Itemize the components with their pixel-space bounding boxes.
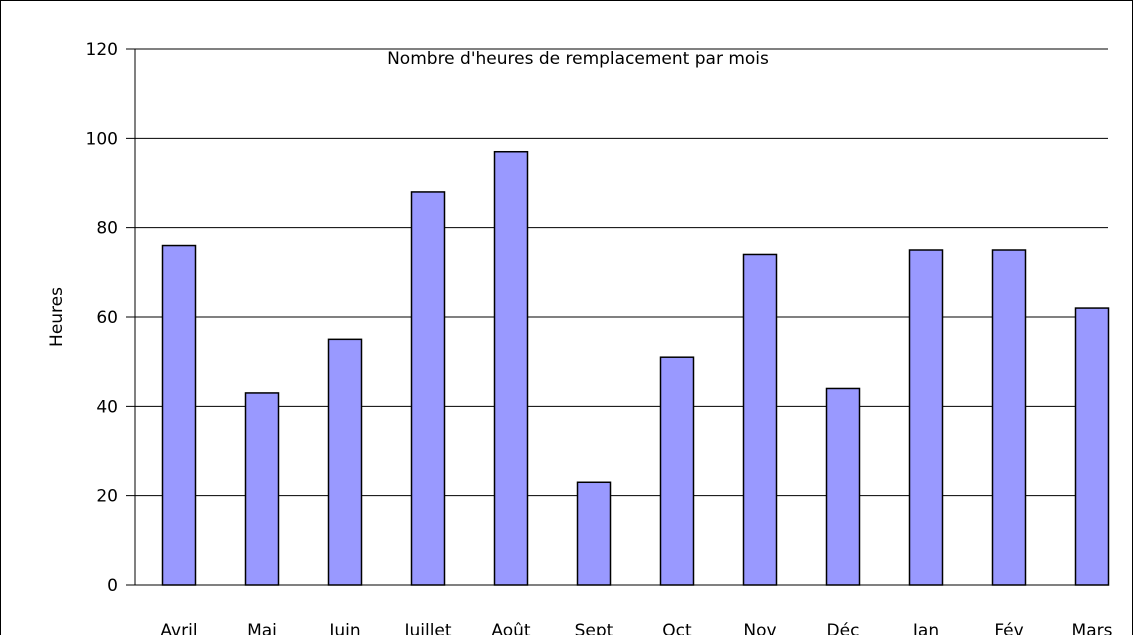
bar (659, 356, 695, 586)
bar (742, 253, 778, 586)
x-tick-label: Fév (994, 621, 1023, 635)
x-tick-label: Avril (160, 621, 197, 635)
x-tick-label: Déc (827, 621, 860, 635)
bar (825, 387, 861, 586)
x-tick-label: Mai (247, 621, 277, 635)
y-tick-label: 0 (107, 576, 118, 596)
bar (908, 249, 944, 586)
y-tick-label: 60 (96, 308, 118, 328)
y-tick-label: 120 (86, 40, 118, 60)
bar (991, 249, 1027, 586)
x-tick-label: Oct (662, 621, 692, 635)
bar (244, 392, 280, 586)
y-tick-label: 100 (86, 129, 118, 149)
x-tick-label: Mars (1072, 621, 1113, 635)
bar (327, 338, 363, 586)
x-tick-label: Nov (743, 621, 776, 635)
bar (410, 191, 446, 586)
y-tick-label: 80 (96, 219, 118, 239)
x-tick-label: Juin (328, 621, 360, 635)
chart-title: Nombre d'heures de remplacement par mois (387, 49, 769, 69)
y-tick-label: 20 (96, 487, 118, 507)
x-tick-label: Août (491, 621, 531, 635)
bar (493, 150, 529, 586)
x-tick-label: Jan (912, 621, 939, 635)
x-tick-label: Sept (575, 621, 614, 635)
y-axis-label: Heures (47, 287, 67, 347)
y-tick-label: 40 (96, 397, 118, 417)
bar (576, 481, 612, 586)
bar (1074, 307, 1110, 586)
x-tick-label: Juillet (403, 621, 451, 635)
bar (161, 244, 197, 586)
